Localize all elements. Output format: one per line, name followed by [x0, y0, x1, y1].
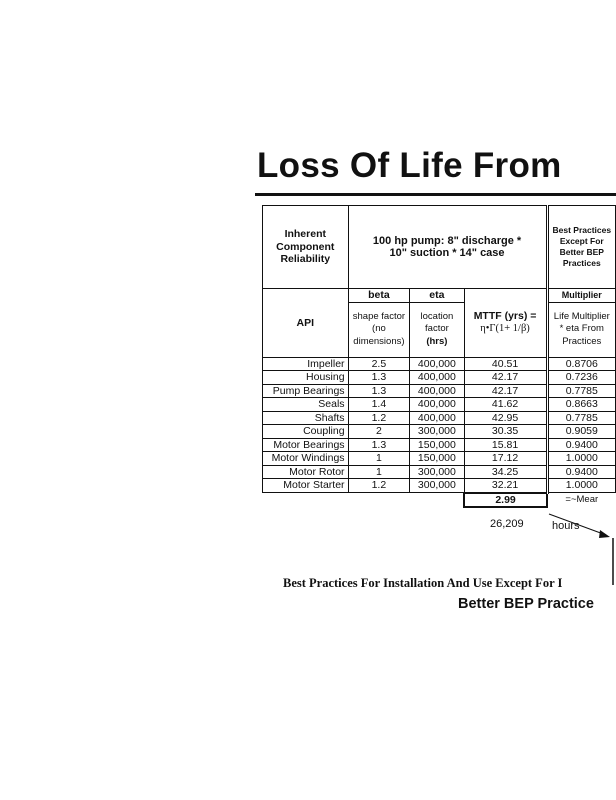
cell-mult: 0.8663 — [545, 397, 616, 412]
table-row: Motor Windings 1 150,000 17.12 1.0000 — [262, 451, 616, 466]
table-row: Housing 1.3 400,000 42.17 0.7236 — [262, 370, 616, 385]
header-multiplier: Multiplier — [545, 288, 616, 303]
table-row: Motor Rotor 1 300,000 34.25 0.9400 — [262, 464, 616, 479]
table-row: Motor Bearings 1.3 150,000 15.81 0.9400 — [262, 437, 616, 452]
header-best-practices: Best Practices Except For Better BEP Pra… — [545, 205, 616, 289]
cell-beta: 1 — [347, 451, 411, 466]
cell-mult: 0.7785 — [545, 383, 616, 398]
table-row: Shafts 1.2 400,000 42.95 0.7785 — [262, 410, 616, 425]
cell-mult: 0.7236 — [545, 370, 616, 385]
arrow — [548, 513, 614, 585]
cell-eta: 400,000 — [409, 383, 465, 398]
cell-name: Motor Bearings — [262, 437, 349, 452]
cell-mttf: 17.12 — [463, 451, 548, 466]
table-row: Seals 1.4 400,000 41.62 0.8663 — [262, 397, 616, 412]
cell-beta: 1 — [347, 464, 411, 479]
multiplier-desc: Life Multiplier * eta From Practices — [545, 301, 616, 358]
mttf-formula: η•Γ(1+ 1/β) — [480, 322, 530, 334]
cell-beta: 2.5 — [347, 356, 411, 371]
table-row: Motor Starter 1.2 300,000 32.21 1.0000 — [262, 478, 616, 493]
eta-desc-text: location factor — [420, 310, 454, 335]
eta-unit: (hrs) — [426, 335, 448, 347]
cell-mttf: 42.95 — [463, 410, 548, 425]
cell-name: Impeller — [262, 356, 349, 371]
cell-mttf: 42.17 — [463, 370, 548, 385]
cell-mttf: 32.21 — [463, 478, 548, 493]
cell-mult: 1.0000 — [545, 451, 616, 466]
header-api: API — [262, 288, 349, 358]
cell-beta: 2 — [347, 424, 411, 439]
header-eta: eta — [409, 288, 465, 303]
cell-name: Shafts — [262, 410, 349, 425]
eta-desc: location factor (hrs) — [409, 301, 465, 358]
cell-name: Pump Bearings — [262, 383, 349, 398]
cell-beta: 1.3 — [347, 370, 411, 385]
cell-eta: 150,000 — [409, 451, 465, 466]
cell-mttf: 30.35 — [463, 424, 548, 439]
title-rule — [255, 193, 616, 196]
total-mttf: 2.99 — [463, 491, 549, 508]
cell-beta: 1.4 — [347, 397, 411, 412]
footer-caption: Best Practices For Installation And Use … — [283, 576, 563, 590]
cell-eta: 400,000 — [409, 370, 465, 385]
cell-name: Motor Starter — [262, 478, 349, 493]
mean-label: =~Mear — [565, 493, 599, 505]
cell-mttf: 41.62 — [463, 397, 548, 412]
cell-eta: 150,000 — [409, 437, 465, 452]
cell-beta: 1.2 — [347, 410, 411, 425]
cell-name: Housing — [262, 370, 349, 385]
page-title: Loss Of Life From — [257, 146, 562, 185]
header-case: 100 hp pump: 8" discharge * 10" suction … — [347, 205, 548, 289]
cell-mult: 0.9400 — [545, 464, 616, 479]
cell-name: Coupling — [262, 424, 349, 439]
mttf-label: MTTF (yrs) = — [473, 310, 537, 323]
table-row: Coupling 2 300,000 30.35 0.9059 — [262, 424, 616, 439]
cell-name: Motor Windings — [262, 451, 349, 466]
header-inherent: Inherent Component Reliability — [262, 205, 349, 289]
cell-beta: 1.2 — [347, 478, 411, 493]
cell-eta: 300,000 — [409, 478, 465, 493]
cell-name: Motor Rotor — [262, 464, 349, 479]
cell-mttf: 40.51 — [463, 356, 548, 371]
cell-eta: 300,000 — [409, 424, 465, 439]
cell-mult: 0.7785 — [545, 410, 616, 425]
header-mttf: MTTF (yrs) = η•Γ(1+ 1/β) — [463, 288, 548, 358]
table-row: Impeller 2.5 400,000 40.51 0.8706 — [262, 356, 616, 371]
cell-mult: 1.0000 — [545, 478, 616, 493]
cell-eta: 300,000 — [409, 464, 465, 479]
cell-eta: 400,000 — [409, 410, 465, 425]
cell-mult: 0.9400 — [545, 437, 616, 452]
cell-eta: 400,000 — [409, 397, 465, 412]
cell-mttf: 15.81 — [463, 437, 548, 452]
cell-name: Seals — [262, 397, 349, 412]
cell-mult: 0.8706 — [545, 356, 616, 371]
cell-mttf: 42.17 — [463, 383, 548, 398]
reliability-table: Inherent Component Reliability 100 hp pu… — [262, 205, 616, 508]
cell-beta: 1.3 — [347, 383, 411, 398]
cell-mttf: 34.25 — [463, 464, 548, 479]
footer-subcaption: Better BEP Practice — [458, 596, 594, 612]
table-row: Pump Bearings 1.3 400,000 42.17 0.7785 — [262, 383, 616, 398]
header-beta: beta — [347, 288, 411, 303]
cell-beta: 1.3 — [347, 437, 411, 452]
cell-mult: 0.9059 — [545, 424, 616, 439]
hours-value: 26,209 — [490, 518, 524, 530]
beta-desc: shape factor (no dimensions) — [347, 301, 411, 358]
cell-eta: 400,000 — [409, 356, 465, 371]
